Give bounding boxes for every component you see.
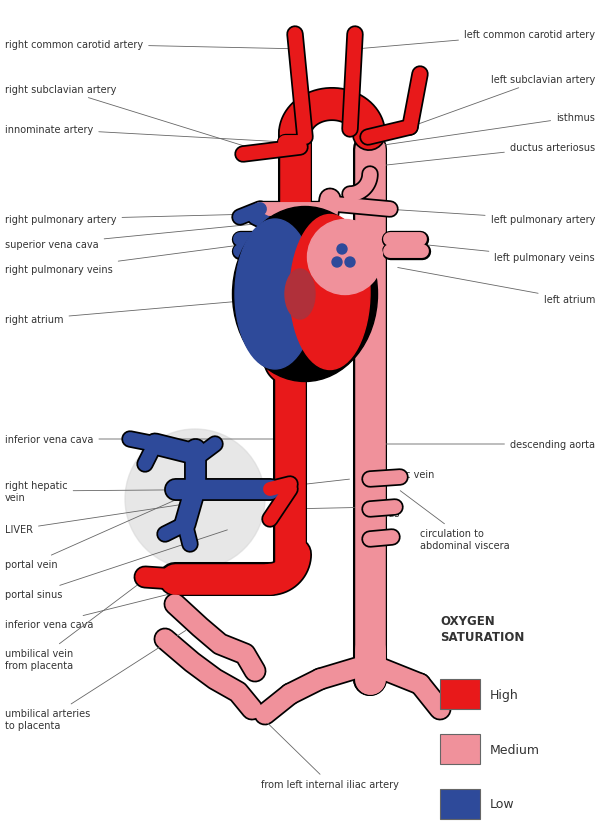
Bar [440, 679, 480, 709]
Text: Medium: Medium [490, 742, 540, 756]
Circle shape [125, 430, 265, 569]
Text: left common carotid artery: left common carotid artery [358, 30, 595, 49]
Ellipse shape [233, 207, 377, 382]
Text: right atrium: right atrium [5, 300, 262, 324]
Text: High: High [490, 688, 519, 701]
Text: from left internal iliac artery: from left internal iliac artery [250, 706, 399, 789]
Text: ductus arteriosus: ductus arteriosus [371, 143, 595, 167]
Bar [440, 789, 480, 819]
Text: descending aorta: descending aorta [375, 440, 595, 450]
Text: inferior vena cava: inferior vena cava [5, 570, 268, 630]
Text: right hepatic
vein: right hepatic vein [5, 481, 277, 502]
Text: portal vein: portal vein [5, 491, 197, 569]
Ellipse shape [285, 270, 315, 319]
Text: circulation to
abdominal viscera: circulation to abdominal viscera [400, 491, 509, 550]
Text: superior vena cava: superior vena cava [5, 225, 252, 250]
Text: umbilical arteries
to placenta: umbilical arteries to placenta [5, 630, 185, 730]
Ellipse shape [235, 220, 315, 370]
Text: left pulmonary artery: left pulmonary artery [388, 210, 595, 225]
Text: innominate artery: innominate artery [5, 125, 282, 143]
Text: OXYGEN
SATURATION: OXYGEN SATURATION [440, 614, 524, 643]
Text: LIVER: LIVER [5, 505, 182, 534]
Circle shape [337, 245, 347, 255]
Circle shape [332, 257, 342, 268]
Ellipse shape [290, 215, 370, 370]
Text: right subclavian artery: right subclavian artery [5, 85, 268, 154]
Text: left hepatic vein: left hepatic vein [292, 470, 434, 486]
Text: isthmus: isthmus [373, 113, 595, 147]
Text: umbilical vein
from placenta: umbilical vein from placenta [5, 579, 146, 670]
Text: inferior vena cava: inferior vena cava [5, 435, 288, 445]
Text: right common carotid artery: right common carotid artery [5, 40, 302, 50]
Text: left atrium: left atrium [398, 268, 595, 304]
Bar [440, 734, 480, 764]
Text: left pulmonary veins: left pulmonary veins [421, 245, 595, 263]
Text: right pulmonary veins: right pulmonary veins [5, 245, 245, 275]
Text: Low: Low [490, 798, 515, 811]
Circle shape [345, 257, 355, 268]
Ellipse shape [308, 220, 383, 295]
Text: ductus
venosus: ductus venosus [288, 497, 400, 518]
Text: right pulmonary artery: right pulmonary artery [5, 215, 252, 225]
Text: left subclavian artery: left subclavian artery [413, 75, 595, 127]
Text: portal sinus: portal sinus [5, 530, 227, 599]
